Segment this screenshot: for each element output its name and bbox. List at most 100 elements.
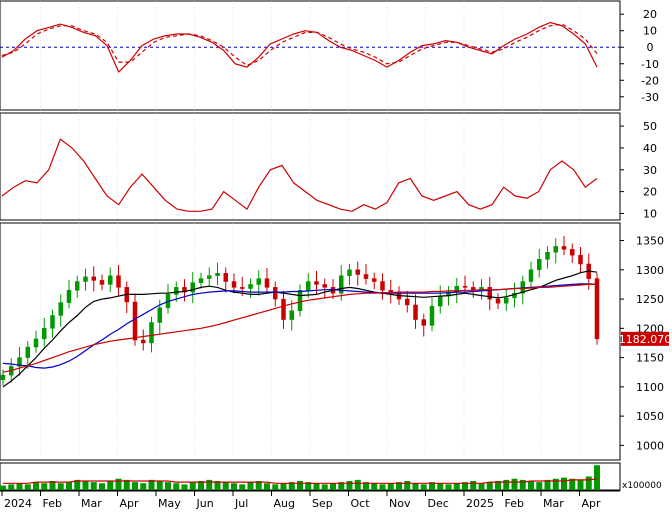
volume-bar xyxy=(437,483,444,490)
price-ytick-label: 1250 xyxy=(636,293,664,306)
rsi-ytick-label: 50 xyxy=(643,120,657,133)
volume-bar xyxy=(264,483,270,490)
volume-bar xyxy=(486,482,493,490)
volume-bar xyxy=(305,482,312,490)
osc-ytick-label: -30 xyxy=(641,91,659,104)
volume-bar xyxy=(404,481,411,490)
candle-body xyxy=(149,322,154,344)
candle-body xyxy=(281,298,286,320)
volume-bar xyxy=(585,476,592,490)
price-ytick-label: 1000 xyxy=(636,439,664,452)
volume-bar xyxy=(313,483,320,490)
volume-scale-label: x100000 xyxy=(622,481,662,491)
volume-bar xyxy=(173,483,180,490)
volume-bar xyxy=(24,484,31,490)
volume-bar xyxy=(255,481,262,490)
volume-bar xyxy=(511,478,518,490)
volume-bar xyxy=(239,484,246,490)
volume-bar xyxy=(453,483,460,490)
x-tick-label: Mar xyxy=(81,497,102,510)
volume-bar xyxy=(41,483,48,490)
candle-body xyxy=(75,281,80,291)
osc-ytick-label: 20 xyxy=(643,8,657,21)
candle-body xyxy=(413,304,418,320)
volume-bar xyxy=(330,483,336,490)
volume-bar xyxy=(107,481,114,490)
volume-bar xyxy=(82,481,89,490)
volume-bar xyxy=(189,482,196,490)
volume-bar xyxy=(412,483,419,490)
candle-body xyxy=(108,275,113,285)
volume-bar xyxy=(552,478,559,490)
candle-body xyxy=(306,281,311,291)
candle-body xyxy=(289,310,294,320)
candle-body xyxy=(561,246,567,250)
volume-bar xyxy=(528,481,534,490)
x-tick-label: Nov xyxy=(389,497,411,510)
volume-bar xyxy=(536,482,543,490)
rsi-panel: 50 40 30 20 10 xyxy=(0,112,657,221)
volume-bar xyxy=(280,483,287,490)
volume-bar xyxy=(379,484,386,490)
volume-bar xyxy=(247,482,254,490)
x-tick-label: Jun xyxy=(196,497,214,510)
x-tick-label: Oct xyxy=(351,497,371,510)
volume-bar xyxy=(231,483,237,490)
rsi-frame xyxy=(0,112,621,221)
candle-body xyxy=(570,249,575,256)
candle-body xyxy=(256,278,261,285)
candle-body xyxy=(363,274,369,279)
volume-bar xyxy=(148,479,155,490)
candle-body xyxy=(528,269,534,282)
candle-body xyxy=(264,278,270,288)
volume-bar xyxy=(99,483,105,490)
volume-bar xyxy=(387,483,394,490)
osc-ytick-label: 0 xyxy=(647,41,654,54)
candle-body xyxy=(157,307,162,323)
candle-body xyxy=(91,276,96,281)
candle-body xyxy=(223,273,228,282)
candle-body xyxy=(429,305,435,326)
candle-body xyxy=(240,287,245,289)
candle-body xyxy=(33,338,39,348)
last-price-box xyxy=(621,331,669,346)
volume-panel: x100000 xyxy=(0,462,662,491)
x-tick-label: Sep xyxy=(312,497,333,510)
oscillator-panel: 20 10 0 -10 -20 -30 xyxy=(0,0,659,111)
candle-body xyxy=(380,281,385,291)
volume-bar xyxy=(495,481,501,490)
candle-body xyxy=(231,281,237,288)
volume-bar xyxy=(115,478,122,490)
x-tick-label: Dec xyxy=(428,497,449,510)
candle-body xyxy=(405,298,410,306)
volume-bar xyxy=(90,482,97,490)
volume-bar xyxy=(123,479,130,490)
candle-body xyxy=(339,275,344,294)
x-tick-label: 2025 xyxy=(466,497,494,510)
candle-body xyxy=(58,302,63,316)
x-tick-label: Feb xyxy=(43,497,62,510)
candle-body xyxy=(594,278,600,340)
price-ytick-label: 1150 xyxy=(636,352,664,365)
volume-bar xyxy=(462,482,468,490)
rsi-ytick-label: 20 xyxy=(643,186,657,199)
volume-bar xyxy=(594,465,600,490)
volume-bar xyxy=(569,478,576,490)
rsi-ytick-label: 10 xyxy=(643,207,657,220)
volume-bar xyxy=(321,484,328,490)
candle-body xyxy=(347,269,352,276)
candle-body xyxy=(116,275,121,288)
volume-bar xyxy=(288,482,295,490)
price-ma-2 xyxy=(2,283,597,373)
volume-bar xyxy=(396,482,402,490)
candle-body xyxy=(50,315,55,329)
candle-body xyxy=(578,254,583,265)
volume-bar xyxy=(577,479,584,490)
volume-bar xyxy=(478,483,485,490)
candle-body xyxy=(42,328,47,340)
volume-bar xyxy=(272,484,279,490)
volume-bar xyxy=(181,484,188,490)
volume-bar xyxy=(214,481,221,490)
volume-bar xyxy=(338,482,345,490)
